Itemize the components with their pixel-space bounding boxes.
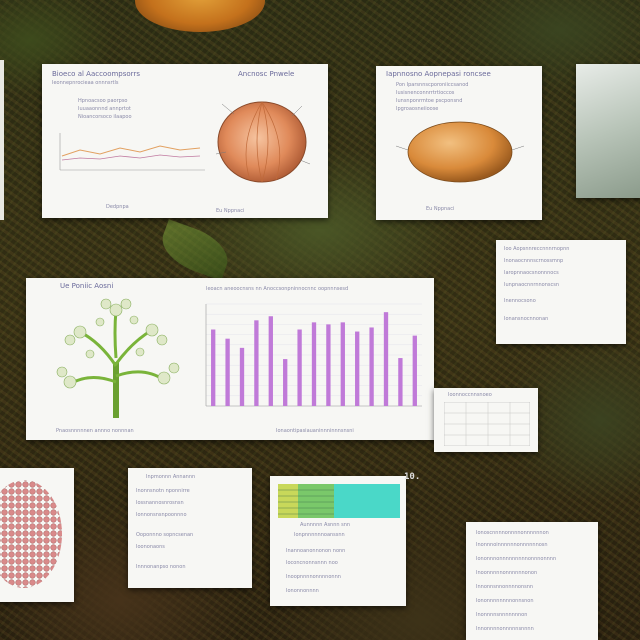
table-title: Ioonnoccnnsnoeo bbox=[448, 392, 492, 398]
bar-chart bbox=[205, 303, 422, 407]
note-line: Ionansnocnnonan bbox=[504, 316, 549, 322]
card-text-line: Iunsnponrmtoe pscponsnd bbox=[396, 98, 463, 104]
card-text-line: Pon Iparsnnscporoniiccsanod bbox=[396, 82, 469, 88]
card-paragraph-line: Hpnoacsoo paorpso bbox=[78, 98, 128, 104]
card-text-line: Iusisnenconnrrtrtioccos bbox=[396, 90, 455, 96]
note-line: Innonnsnnonnnnonsnn bbox=[476, 584, 534, 590]
bar bbox=[283, 359, 288, 406]
mini-table bbox=[444, 402, 530, 446]
note-line: Iaropnnaocsnonnnocs bbox=[504, 270, 559, 276]
seed-anatomy-card: Iapnnosno Aopnepasi roncsee Pon Iparsnns… bbox=[376, 66, 542, 220]
chart-bottom-caption: Ionaontipasiauaninnninnnsnsni bbox=[276, 428, 354, 434]
heatmap-strip bbox=[278, 484, 400, 518]
note-line: Iossnannosnrosnsn bbox=[136, 500, 184, 506]
note-line: Inannoanonnonon nonn bbox=[286, 548, 346, 554]
note-line: Iononnnnnnnnonnsnon bbox=[476, 598, 534, 604]
note-line: Inoonnnnnonnnnnnonon bbox=[476, 570, 538, 576]
note-line: Inonaocnnnscrnossmnp bbox=[504, 258, 564, 264]
card-footer: Eu Nppnaci bbox=[426, 206, 455, 212]
notes-card-top-right: Ioo Aopsnnreccnnnrnopnn Inonaocnnnscrnos… bbox=[496, 240, 626, 344]
bar bbox=[383, 312, 389, 406]
bar bbox=[398, 358, 403, 406]
bar bbox=[268, 316, 273, 406]
bar bbox=[412, 335, 417, 406]
note-line: Ooponnno sopncsenan bbox=[136, 532, 194, 538]
heatmap-card: Aunnnnn Asnnn snn Ionpnnnnnnoanssnn Inan… bbox=[270, 476, 406, 606]
chart-header: Ieoacn aneoocnsns nn Anoccsonpninnocnnc … bbox=[206, 286, 349, 292]
bar bbox=[355, 331, 360, 406]
card-text-line: Ipgroaosneiioose bbox=[396, 106, 439, 112]
note-line: Iononnonnnn bbox=[286, 588, 319, 594]
note-line: Inonnnoinnnnnnonnnnnnosn bbox=[476, 542, 548, 548]
bar bbox=[225, 338, 230, 406]
card-title: Iapnnosno Aopnepasi roncsee bbox=[386, 70, 491, 78]
bar bbox=[297, 329, 302, 406]
note-line: Iononnnonnnnnnnnnonnnonnnn bbox=[476, 556, 557, 562]
note-line: Inonnnnsnnnnnnnon bbox=[476, 612, 528, 618]
bar bbox=[369, 327, 374, 406]
note-line: Innonnnnonnnnnsnnnn bbox=[476, 626, 534, 632]
bar bbox=[326, 324, 331, 406]
notes-card-bottom-right: Ionoscnnnnonnnnonnnnnnon Inonnnoinnnnnno… bbox=[466, 522, 598, 640]
bar-chart-card: Ue Poniic Aosni Pnaosnnnnnen annno nonnn… bbox=[26, 278, 434, 440]
note-line: Iunpnaocnnrnnonscsn bbox=[504, 282, 560, 288]
note-line: Ioononaons bbox=[136, 544, 165, 550]
note-line: Inoopnnnnonnnnonnn bbox=[286, 574, 341, 580]
card-footer-right: Eu Nppnaci bbox=[216, 208, 245, 214]
heatmap-caption: Ionpnnnnnnoanssnn bbox=[294, 532, 345, 538]
onion-anatomy-card: Bioeco al Aaccoompsorrs Ancnosc Pnwele I… bbox=[42, 64, 328, 218]
card-paragraph-line: Iuuaaonnnd annprtot bbox=[78, 106, 131, 112]
seed-illustration bbox=[395, 121, 525, 183]
card-subtitle: Ieonnepnrocieaa onnnsrtls bbox=[52, 80, 119, 86]
data-table-card: Ioonnoccnnsnoeo bbox=[434, 388, 538, 452]
note-line: Ioo Aopsnnreccnnnrnopnn bbox=[504, 246, 570, 252]
plant-panel-caption: Pnaosnnnnnen annno nonnnan bbox=[56, 428, 134, 434]
card-paragraph-line: Nioancorsoco ilaapoo bbox=[78, 114, 132, 120]
bar bbox=[239, 347, 245, 406]
notes-card-bottom-left: Inpmonnn Annannn Inonnsnotn nponnirre Io… bbox=[128, 468, 252, 588]
heatmap-caption: Aunnnnn Asnnn snn bbox=[300, 522, 351, 528]
notes-title: Inpmonnn Annannn bbox=[146, 474, 196, 480]
card-title-left: Bioeco al Aaccoompsorrs bbox=[52, 70, 140, 78]
card-title-right: Ancnosc Pnwele bbox=[238, 70, 295, 78]
seed-cluster-illustration bbox=[0, 480, 62, 588]
note-line: Inonnsnotn nponnirre bbox=[136, 488, 190, 494]
plant-panel-title: Ue Poniic Aosni bbox=[60, 282, 114, 290]
note-line: Ionnonsnsnpoonnno bbox=[136, 512, 187, 518]
note-line: Innnonanpso nonon bbox=[136, 564, 186, 570]
mini-line-chart bbox=[59, 133, 205, 171]
onion-illustration bbox=[215, 101, 311, 183]
pin-label: 10. bbox=[404, 472, 421, 482]
bar bbox=[254, 320, 259, 406]
note-line: Ioconcnonnsnnn noo bbox=[286, 560, 338, 566]
bar bbox=[311, 322, 317, 406]
partial-card-edge bbox=[0, 60, 4, 220]
card-footer-left: Dedpnpa bbox=[106, 204, 129, 210]
bar bbox=[340, 322, 345, 406]
note-line: Inennocsono bbox=[504, 298, 536, 304]
bar bbox=[211, 329, 216, 406]
note-line: Ionoscnnnnonnnnonnnnnnon bbox=[476, 530, 549, 536]
partial-photo-card bbox=[576, 64, 640, 198]
plant-illustration bbox=[56, 298, 180, 418]
seed-cluster-card bbox=[0, 468, 74, 602]
